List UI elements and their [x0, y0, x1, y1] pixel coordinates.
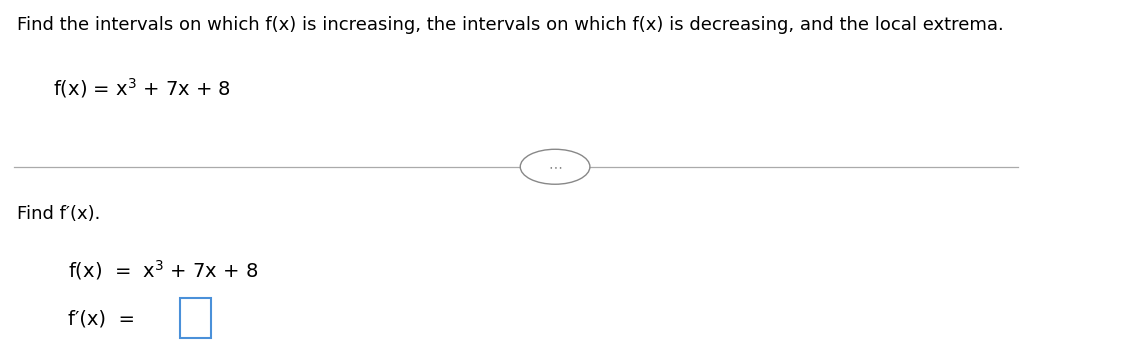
Text: f′(x)  =: f′(x) = — [67, 309, 135, 328]
Text: Find f′(x).: Find f′(x). — [17, 205, 101, 223]
Text: f(x)  =  x$^3$ + 7x + 8: f(x) = x$^3$ + 7x + 8 — [67, 258, 257, 282]
Ellipse shape — [521, 149, 590, 184]
Text: ⋯: ⋯ — [548, 160, 562, 174]
Text: Find the intervals on which f(x) is increasing, the intervals on which f(x) is d: Find the intervals on which f(x) is incr… — [17, 16, 1004, 34]
FancyBboxPatch shape — [181, 298, 210, 338]
Text: f(x) = x$^3$ + 7x + 8: f(x) = x$^3$ + 7x + 8 — [54, 76, 231, 100]
